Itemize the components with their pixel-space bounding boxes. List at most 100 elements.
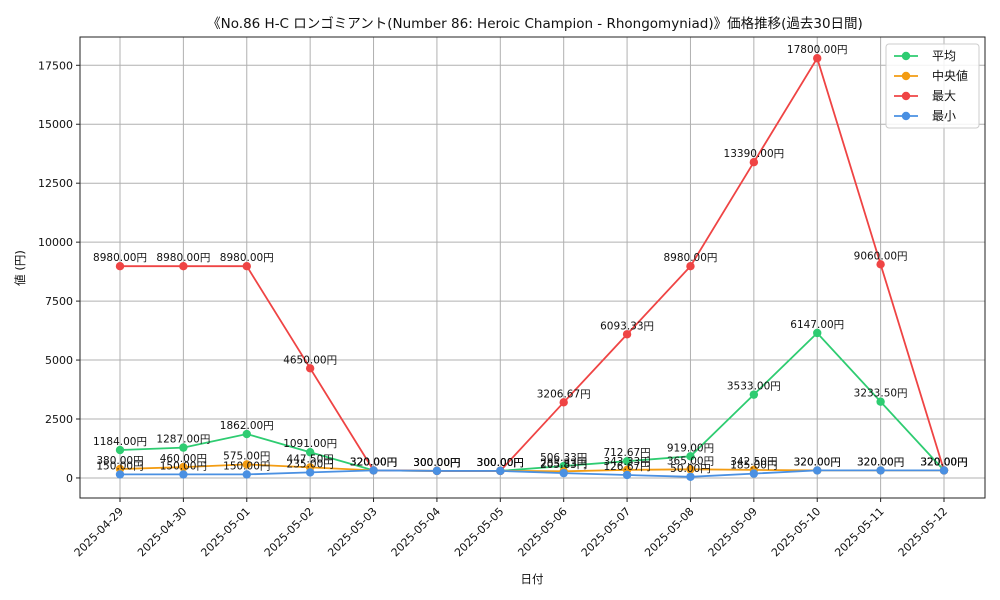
x-tick-label: 2025-05-06	[515, 505, 569, 559]
y-tick-label: 5000	[45, 354, 73, 367]
chart-title: 《No.86 H-C ロンゴミアント(Number 86: Heroic Cha…	[207, 15, 863, 32]
series-line	[119, 331, 945, 472]
data-label: 320.00円	[920, 456, 967, 468]
data-label: 919.00円	[667, 442, 714, 454]
legend-marker	[901, 71, 911, 81]
x-tick-label: 2025-05-08	[642, 505, 696, 559]
data-label: 205.83円	[540, 459, 587, 471]
data-point	[686, 465, 695, 474]
data-label: 575.00円	[223, 450, 270, 462]
data-point	[622, 456, 632, 466]
data-label: 3533.00円	[727, 381, 781, 393]
data-label: 300.00円	[477, 457, 524, 469]
y-tick-label: 10000	[38, 236, 73, 249]
y-tick-label: 15000	[38, 118, 73, 131]
data-label: 320.00円	[857, 456, 904, 468]
data-point	[559, 468, 568, 478]
data-label: 300.00円	[477, 457, 524, 469]
data-point	[749, 390, 759, 399]
data-label: 1184.00円	[93, 436, 147, 448]
data-point	[369, 466, 378, 475]
x-axis: 2025-04-29 2025-04-30 2025-05-01 2025-05-02…	[72, 498, 950, 559]
data-point	[432, 466, 442, 476]
data-point	[749, 469, 759, 478]
data-point	[305, 448, 315, 457]
y-tick-label: 0	[66, 472, 73, 485]
data-label: 8980.00円	[664, 252, 718, 264]
x-tick-label: 2025-05-09	[706, 505, 760, 559]
data-point	[813, 328, 822, 338]
data-label: 365.00円	[667, 455, 714, 467]
data-label: 320.00円	[350, 456, 397, 468]
data-point	[622, 330, 632, 339]
legend-label: 中央値	[932, 68, 968, 83]
data-label: 3206.67円	[537, 388, 591, 400]
data-label: 185.00円	[730, 460, 777, 472]
data-point	[305, 364, 315, 373]
data-label: 283.33円	[540, 457, 587, 469]
data-label: 50.00円	[670, 463, 711, 475]
data-label: 150.00円	[96, 460, 143, 472]
data-label: 300.00円	[477, 457, 524, 469]
data-point	[179, 470, 188, 479]
data-label: 150.00円	[223, 460, 270, 472]
data-label: 235.00円	[287, 458, 334, 470]
data-point	[876, 397, 885, 406]
series-line	[120, 469, 944, 478]
data-label: 8980.00円	[93, 252, 147, 264]
legend-box	[885, 43, 980, 129]
x-tick-label: 2025-05-04	[389, 505, 443, 559]
data-label: 13390.00円	[724, 148, 785, 160]
legend-marker	[901, 91, 911, 101]
legend-label: 最大	[932, 89, 956, 103]
data-label: 4650.00円	[283, 354, 337, 366]
data-label: 6147.00円	[790, 319, 844, 331]
x-tick-label: 2025-05-01	[198, 505, 252, 559]
data-label: 320.00円	[857, 456, 904, 468]
legend-label: 最小	[932, 109, 956, 123]
data-label: 320.00円	[920, 456, 967, 468]
x-tick-label: 2025-04-30	[135, 505, 189, 559]
data-point	[115, 470, 125, 479]
data-label: 320.00円	[794, 456, 841, 468]
data-label: 320.00円	[350, 456, 397, 468]
series-line	[120, 56, 945, 472]
data-label: 506.33円	[540, 452, 587, 464]
x-tick-label: 2025-05-12	[896, 505, 950, 559]
x-tick-label: 2025-05-07	[579, 505, 633, 559]
data-point	[876, 466, 885, 475]
data-label: 9060.00円	[854, 250, 908, 262]
x-tick-label: 2025-05-11	[832, 505, 886, 559]
data-label: 300.00円	[413, 457, 460, 469]
data-label: 320.00円	[920, 456, 967, 468]
data-point	[179, 462, 188, 472]
data-point	[242, 460, 251, 469]
data-label: 300.00円	[413, 457, 460, 469]
data-point	[179, 443, 188, 452]
data-label: 300.00円	[477, 457, 524, 469]
data-label: 1091.00円	[283, 438, 337, 450]
data-point	[179, 262, 188, 271]
data-point	[876, 260, 885, 269]
data-label: 300.00円	[413, 457, 460, 469]
data-label: 8980.00円	[220, 252, 274, 264]
data-point	[813, 54, 822, 63]
data-point	[305, 468, 315, 477]
x-tick-label: 2025-05-10	[769, 505, 823, 559]
data-point	[242, 262, 251, 271]
y-axis-label: 値 (円)	[13, 250, 27, 286]
data-label: 342.50円	[730, 456, 777, 468]
series-layer	[115, 54, 949, 481]
y-tick-label: 12500	[38, 177, 73, 190]
data-label: 320.00円	[350, 456, 397, 468]
data-label: 6093.33円	[600, 320, 654, 332]
legend-marker	[901, 51, 911, 61]
data-label: 447.50円	[287, 453, 334, 465]
data-label: 380.00円	[96, 455, 143, 467]
data-point	[496, 466, 505, 476]
y-tick-label: 7500	[45, 295, 73, 308]
x-axis-label: 日付	[521, 572, 544, 586]
y-tick-label: 17500	[38, 59, 73, 72]
data-label: 8980.00円	[156, 252, 210, 264]
y-axis: 0 2500 5000 7500 10000 12500 15000 17500	[38, 59, 80, 485]
